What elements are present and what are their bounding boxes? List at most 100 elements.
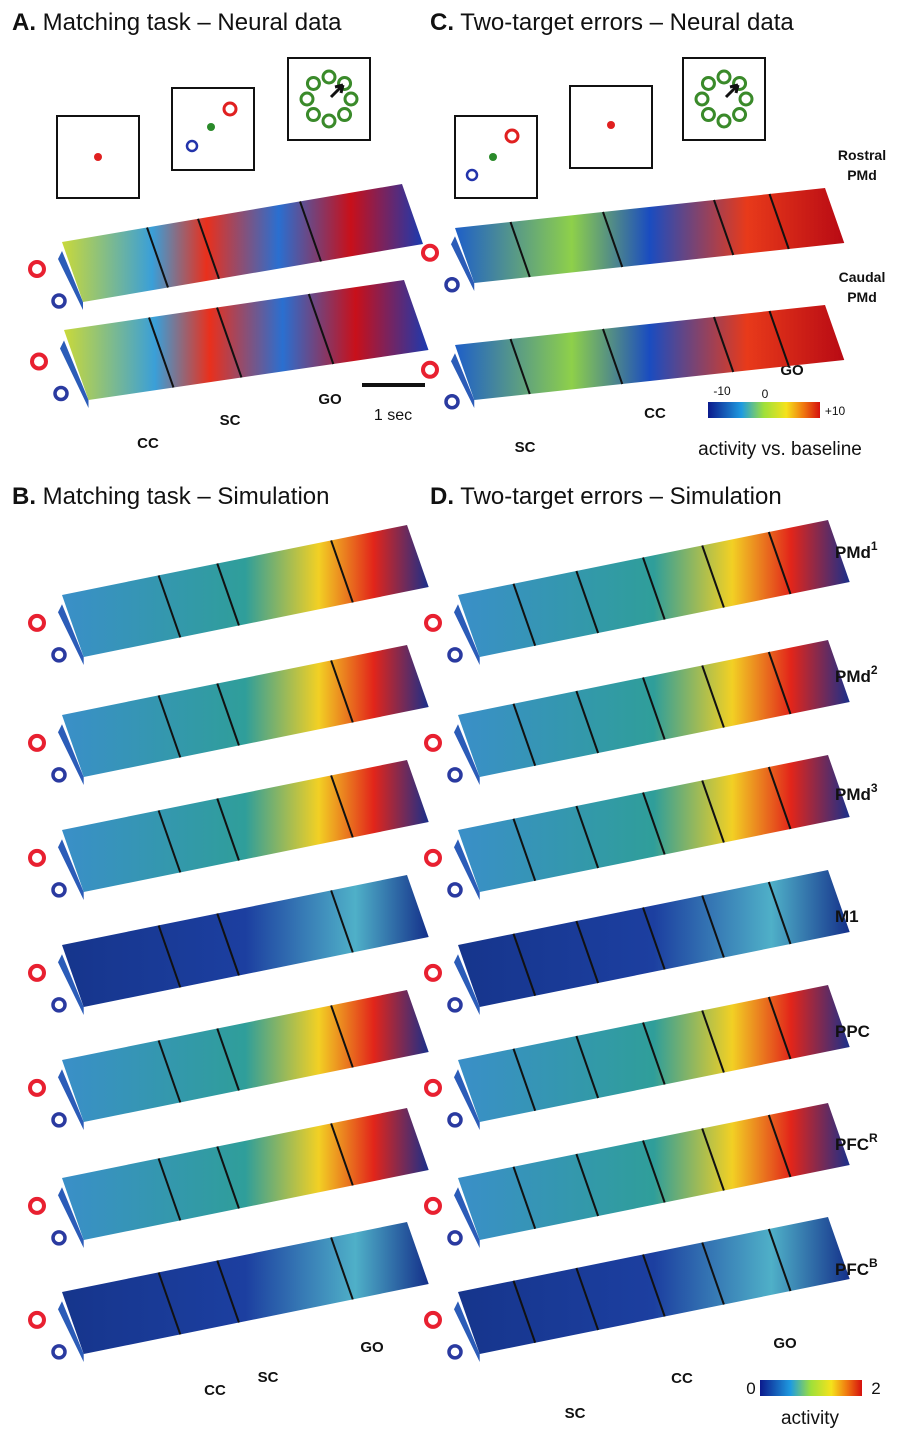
surface	[62, 645, 429, 777]
colorbar-tick: 2	[871, 1379, 880, 1398]
panel-title: Two-target errors – Neural data	[460, 9, 794, 36]
target-ring	[53, 999, 65, 1011]
target-ring	[446, 279, 458, 291]
row-label-name: M1	[835, 907, 859, 926]
event-label: GO	[773, 1335, 797, 1352]
icon-ring	[740, 93, 752, 105]
panel-title: Two-target errors – Simulation	[460, 483, 781, 510]
row-label: Rostral PMd	[838, 147, 886, 183]
surface	[62, 760, 429, 892]
panel-heading: B. Matching task – Simulation	[12, 483, 329, 510]
surface	[455, 305, 844, 400]
row-label-sup: 3	[871, 781, 878, 795]
target-ring	[53, 884, 65, 896]
target-ring	[449, 769, 461, 781]
target-ring	[449, 1114, 461, 1126]
target-ring	[449, 999, 461, 1011]
target-ring	[449, 884, 461, 896]
panel-heading: A. Matching task – Neural data	[12, 9, 342, 36]
icon-ring	[718, 71, 730, 83]
event-label: CC	[204, 1382, 226, 1399]
surfaces	[58, 184, 850, 1362]
target-ring	[30, 616, 44, 630]
row-label-name: PMd	[835, 543, 871, 562]
icon-cursor	[726, 85, 738, 97]
target-ring	[30, 1313, 44, 1327]
row-label-name: PMd	[835, 667, 871, 686]
icon-ring	[718, 115, 730, 127]
row-label-line: Rostral	[838, 147, 886, 163]
icon-ring	[323, 115, 335, 127]
row-label-line: PMd	[847, 167, 877, 183]
icon-ring	[696, 93, 708, 105]
colorbar-label: activity	[781, 1408, 840, 1429]
event-label: CC	[671, 1370, 693, 1387]
target-ring	[30, 1081, 44, 1095]
icon-ring	[301, 93, 313, 105]
event-label: SC	[220, 412, 241, 429]
colorbar-tick: 0	[746, 1379, 755, 1398]
panel-label: D.	[430, 483, 454, 510]
row-label-name: PFC	[835, 1260, 869, 1279]
icon-ring	[734, 109, 746, 121]
icon-ring	[339, 109, 351, 121]
row-label-name: PMd	[835, 785, 871, 804]
event-label: GO	[360, 1339, 384, 1356]
row-label: PPC	[835, 1022, 870, 1041]
target-ring	[449, 649, 461, 661]
row-label: PFCR	[835, 1131, 878, 1154]
event-label: CC	[137, 435, 159, 452]
panel-heading: C. Two-target errors – Neural data	[430, 9, 794, 36]
row-label-name: PPC	[835, 1022, 870, 1041]
target-ring	[423, 363, 437, 377]
row-label: CaudalPMd	[839, 269, 886, 305]
panel-label: C.	[430, 9, 454, 36]
event-label: CC	[644, 405, 666, 422]
row-label: PMd1	[835, 539, 878, 562]
surface	[62, 1222, 429, 1354]
target-ring	[53, 295, 65, 307]
event-label: SC	[565, 1405, 586, 1422]
colorbar	[708, 402, 820, 418]
target-ring	[30, 736, 44, 750]
target-ring	[53, 1346, 65, 1358]
event-label: SC	[258, 1369, 279, 1386]
colorbar-tick: 0	[762, 387, 769, 401]
row-label-sup: B	[869, 1256, 878, 1270]
colorbar-label: activity vs. baseline	[698, 439, 862, 460]
icon-ring	[323, 71, 335, 83]
figure: A. Matching task – Neural data C. Two-ta…	[0, 0, 904, 1429]
target-ring	[30, 851, 44, 865]
target-ring	[53, 769, 65, 781]
target-ring	[426, 736, 440, 750]
target-ring	[30, 966, 44, 980]
row-label: M1	[835, 907, 859, 926]
icon-ring	[307, 77, 319, 89]
panel-title: Matching task – Simulation	[43, 483, 330, 510]
target-ring	[426, 1081, 440, 1095]
panel-title: Matching task – Neural data	[43, 9, 342, 36]
icon-ring	[702, 77, 714, 89]
surface	[62, 184, 423, 302]
row-label: PMd2	[835, 663, 878, 686]
target-ring	[30, 1199, 44, 1213]
icon-ring	[345, 93, 357, 105]
colorbar-tick: +10	[825, 404, 846, 418]
icon-cursor	[331, 85, 343, 97]
target-ring	[449, 1346, 461, 1358]
panel-heading: D. Two-target errors – Simulation	[430, 483, 782, 510]
panel-label: A.	[12, 9, 36, 36]
row-label-sup: R	[869, 1131, 878, 1145]
scale-bar-label: 1 sec	[374, 407, 412, 424]
target-ring	[426, 1313, 440, 1327]
surface	[62, 525, 429, 657]
target-ring	[32, 355, 46, 369]
target-ring	[426, 966, 440, 980]
target-ring	[426, 1199, 440, 1213]
target-ring	[449, 1232, 461, 1244]
surface	[455, 188, 844, 283]
event-label: SC	[515, 439, 536, 456]
row-label-sup: 2	[871, 663, 878, 677]
surface	[62, 875, 429, 1007]
surface	[62, 990, 429, 1122]
